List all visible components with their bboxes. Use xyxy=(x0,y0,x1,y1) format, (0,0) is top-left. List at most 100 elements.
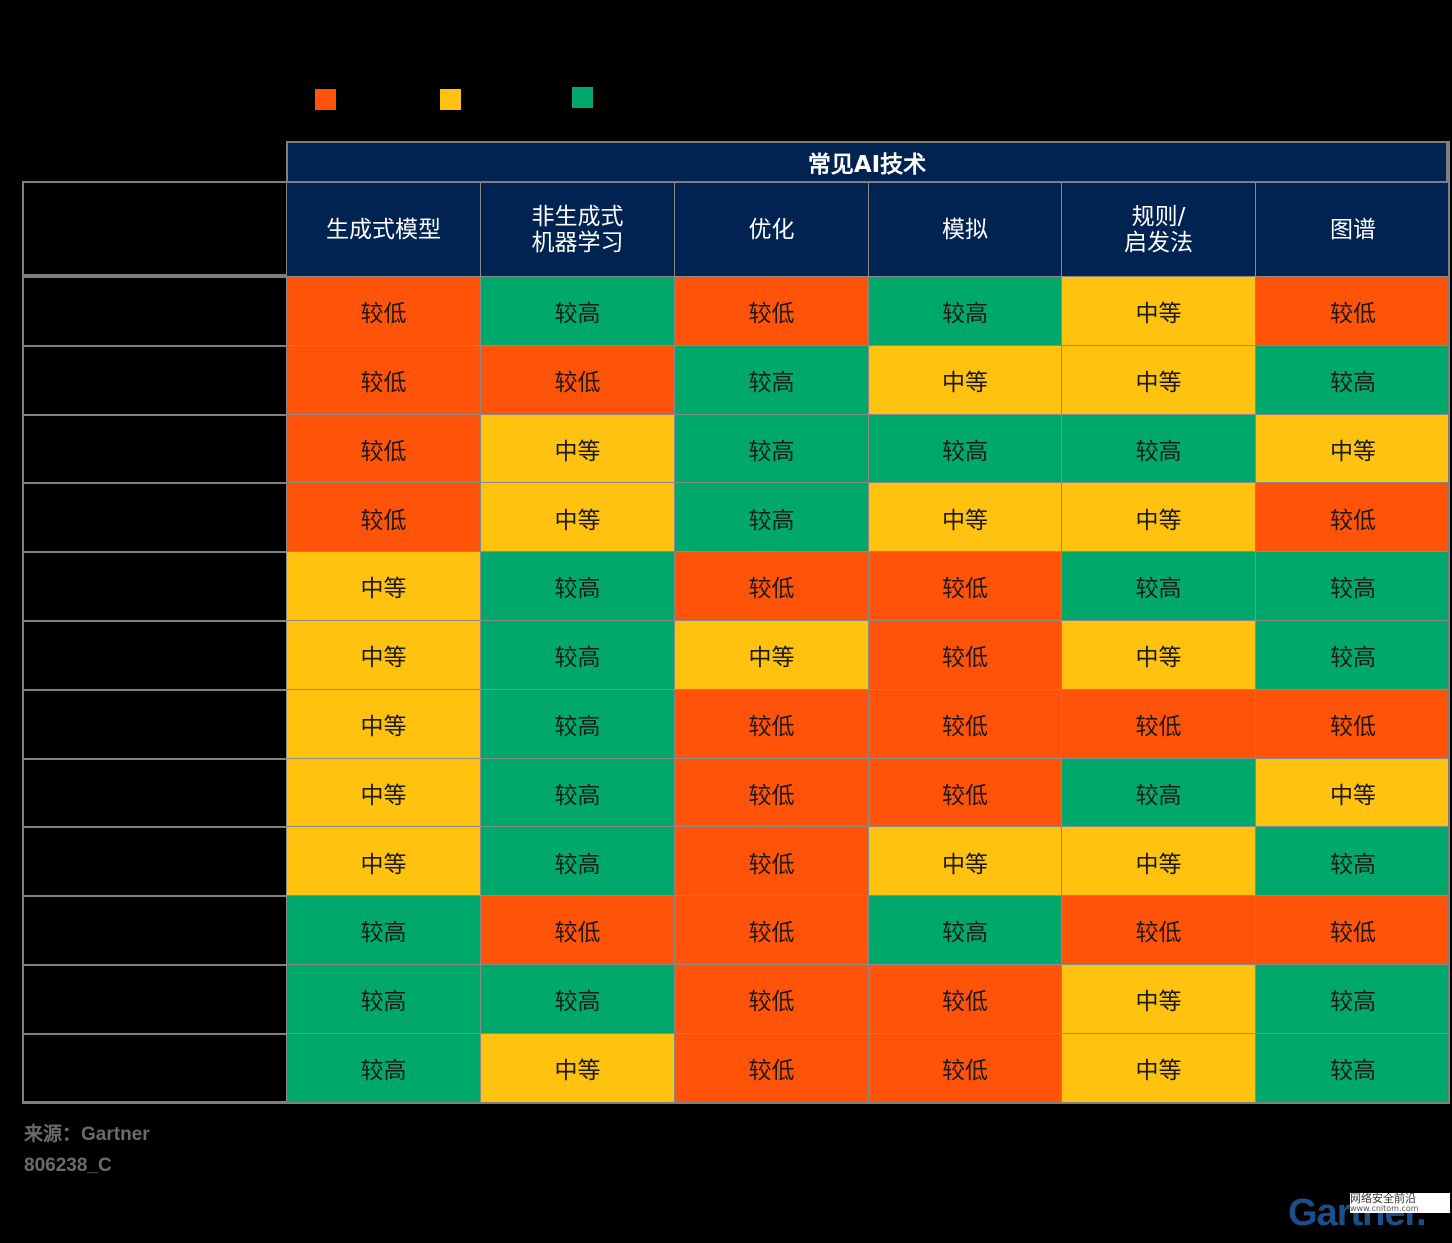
row-label-cell xyxy=(22,551,286,621)
rating-cell: 中等 xyxy=(1061,826,1255,896)
rating-cell: 较低 xyxy=(1061,688,1255,759)
rating-cell: 较低 xyxy=(1255,482,1450,552)
row-label-cell xyxy=(22,620,286,690)
rating-cell: 较高 xyxy=(480,688,674,759)
rating-cell: 较低 xyxy=(674,964,868,1034)
rating-cell: 较高 xyxy=(868,276,1061,346)
rating-cell: 较低 xyxy=(480,344,674,415)
rating-cell: 较低 xyxy=(868,688,1061,759)
rating-cell: 较高 xyxy=(480,551,674,621)
row-header-blank xyxy=(22,181,286,276)
rating-cell: 中等 xyxy=(1061,964,1255,1034)
column-header: 优化 xyxy=(674,183,868,276)
rating-cell: 较低 xyxy=(286,344,480,415)
rating-cell: 中等 xyxy=(674,620,868,690)
rating-cell: 较高 xyxy=(868,895,1061,965)
rating-cell: 较高 xyxy=(674,344,868,415)
rating-cell: 中等 xyxy=(868,482,1061,552)
rating-cell: 较高 xyxy=(1255,964,1450,1034)
header-group-title: 常见AI技术 xyxy=(286,141,1448,183)
rating-cell: 较高 xyxy=(480,620,674,690)
rating-cell: 较高 xyxy=(480,757,674,827)
rating-cell: 中等 xyxy=(286,688,480,759)
rating-cell: 中等 xyxy=(480,413,674,483)
row-label-cell xyxy=(22,276,286,346)
row-label-cell xyxy=(22,826,286,897)
rating-cell: 较高 xyxy=(674,413,868,483)
rating-cell: 较低 xyxy=(674,895,868,965)
rating-cell: 中等 xyxy=(286,620,480,690)
column-header: 图谱 xyxy=(1255,183,1450,276)
rating-cell: 较高 xyxy=(286,1032,480,1103)
row-label-cell xyxy=(22,1032,286,1103)
rating-cell: 较低 xyxy=(674,1032,868,1103)
rating-cell: 较低 xyxy=(868,964,1061,1034)
rating-cell: 较低 xyxy=(674,276,868,346)
rating-cell: 较高 xyxy=(480,276,674,346)
rating-cell: 较低 xyxy=(868,1032,1061,1103)
rating-cell: 较低 xyxy=(1255,895,1450,965)
rating-cell: 较低 xyxy=(1255,276,1450,346)
watermark-title: 网络安全前沿 xyxy=(1350,1193,1416,1205)
rating-cell: 较低 xyxy=(868,757,1061,827)
rating-cell: 较低 xyxy=(1061,895,1255,965)
rating-cell: 较低 xyxy=(674,688,868,759)
rating-cell: 较高 xyxy=(1255,1032,1450,1103)
rating-cell: 较高 xyxy=(1255,344,1450,415)
rating-cell: 较低 xyxy=(674,826,868,896)
rating-cell: 较高 xyxy=(480,826,674,896)
rating-cell: 中等 xyxy=(1061,482,1255,552)
row-label-cell xyxy=(22,688,286,759)
watermark-url: www.cnitom.com xyxy=(1350,1204,1419,1213)
legend-swatch-high xyxy=(572,87,593,108)
rating-cell: 较高 xyxy=(1255,826,1450,896)
rating-cell: 中等 xyxy=(286,826,480,896)
column-header: 模拟 xyxy=(868,183,1061,276)
rating-cell: 较低 xyxy=(674,757,868,827)
rating-cell: 中等 xyxy=(868,344,1061,415)
watermark: 网络安全前沿 www.cnitom.com xyxy=(1350,1193,1450,1213)
rating-cell: 较高 xyxy=(1061,551,1255,621)
row-label-cell xyxy=(22,344,286,415)
rating-cell: 较高 xyxy=(868,413,1061,483)
rating-cell: 中等 xyxy=(1061,620,1255,690)
rating-cell: 较高 xyxy=(286,964,480,1034)
rating-cell: 较低 xyxy=(286,482,480,552)
rating-cell: 较低 xyxy=(480,895,674,965)
rating-cell: 较高 xyxy=(1255,551,1450,621)
rating-cell: 较低 xyxy=(286,276,480,346)
rating-cell: 较低 xyxy=(674,551,868,621)
rating-cell: 较高 xyxy=(1061,413,1255,483)
rating-cell: 较低 xyxy=(286,413,480,483)
rating-cell: 中等 xyxy=(286,757,480,827)
rating-cell: 较低 xyxy=(868,620,1061,690)
table-right-border xyxy=(1448,141,1450,1102)
source-note: 来源：Gartner xyxy=(24,1124,150,1145)
rating-cell: 中等 xyxy=(480,482,674,552)
rating-cell: 较高 xyxy=(286,895,480,965)
rating-cell: 中等 xyxy=(868,826,1061,896)
rating-cell: 较高 xyxy=(1255,620,1450,690)
legend-swatch-low xyxy=(315,89,336,110)
rating-cell: 较高 xyxy=(674,482,868,552)
row-label-cell xyxy=(22,413,286,484)
row-label-cell xyxy=(22,757,286,828)
rating-cell: 较高 xyxy=(480,964,674,1034)
rating-cell: 中等 xyxy=(480,1032,674,1103)
table-bottom-border xyxy=(22,1101,1450,1104)
column-header: 生成式模型 xyxy=(286,183,480,276)
column-header: 非生成式 机器学习 xyxy=(480,183,674,276)
rating-cell: 中等 xyxy=(1061,276,1255,346)
rating-cell: 中等 xyxy=(286,551,480,621)
rating-cell: 较低 xyxy=(868,551,1061,621)
legend-swatch-medium xyxy=(440,89,461,110)
rating-cell: 中等 xyxy=(1255,757,1450,827)
figure-id: 806238_C xyxy=(24,1155,112,1176)
rating-cell: 中等 xyxy=(1255,413,1450,483)
rating-cell: 中等 xyxy=(1061,1032,1255,1103)
column-header: 规则/ 启发法 xyxy=(1061,183,1255,276)
row-label-cell xyxy=(22,482,286,553)
rating-cell: 较高 xyxy=(1061,757,1255,827)
rating-cell: 中等 xyxy=(1061,344,1255,415)
